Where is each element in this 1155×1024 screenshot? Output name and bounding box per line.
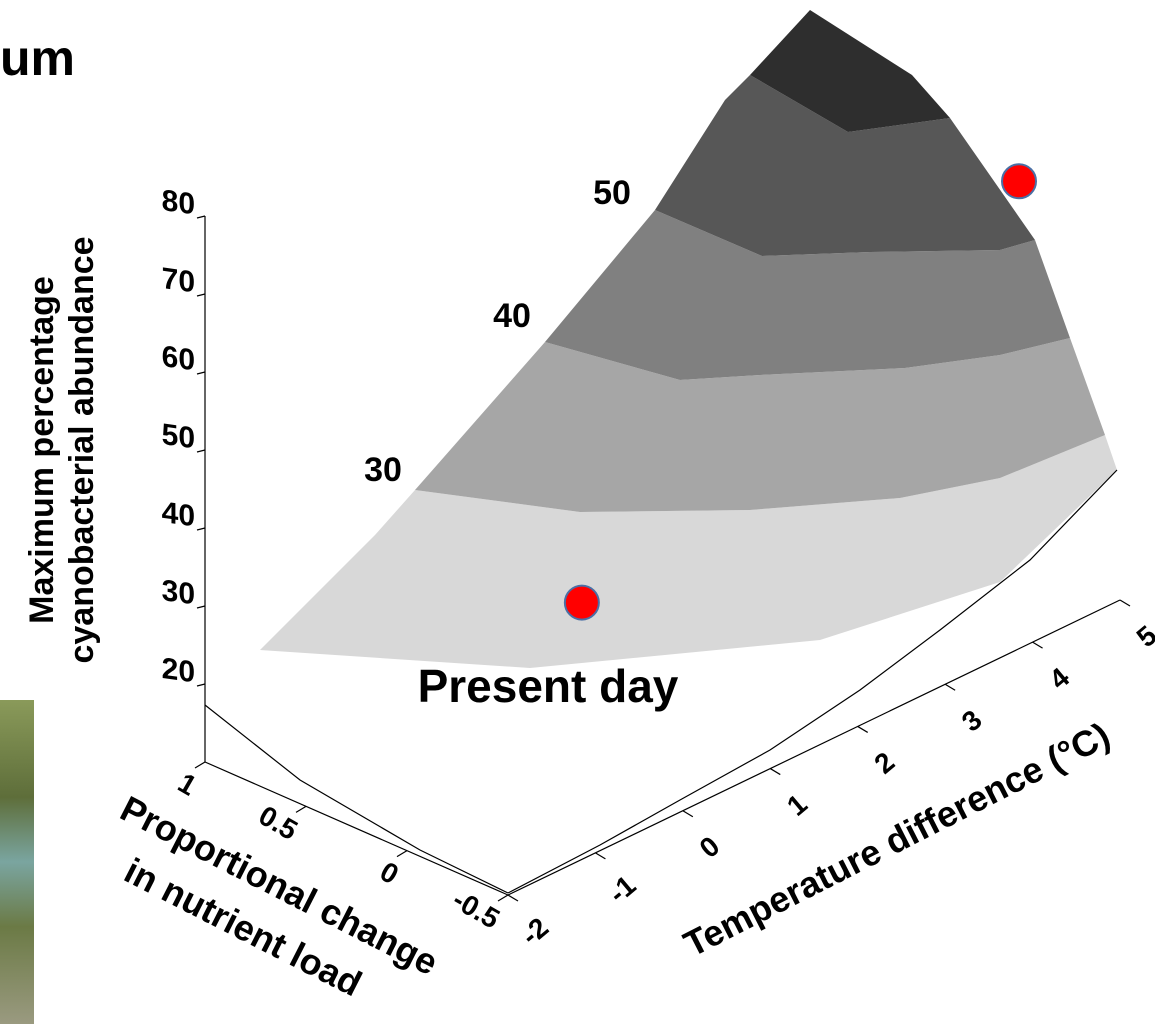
contour-label: 50 [593,174,631,212]
z-tick-label: 40 [162,496,195,534]
x-tick [857,725,869,733]
y-axis [204,761,509,896]
contour-label: 40 [493,297,531,335]
x-tick-label: -1 [603,869,642,909]
x-tick-label: -2 [515,912,554,952]
x-tick-label: 5 [1131,620,1155,654]
contour-label: 30 [364,451,402,489]
x-tick [507,894,519,902]
x-tick [1032,641,1043,649]
z-tick [196,605,206,609]
y-tick-label: 1 [173,767,202,802]
surface-band [545,210,1070,380]
x-axis-label: Temperature difference (°C) [677,714,1116,965]
x-tick [595,852,606,860]
surface-band [260,435,1117,668]
x-tick-label: 1 [781,788,813,822]
surface-edge [507,469,1118,894]
x-tick [944,683,956,691]
surface [260,10,1117,668]
z-tick-label: 70 [162,262,195,300]
surface-edge [204,704,509,894]
y-tick [396,850,408,858]
z-tick-label: 80 [162,184,195,222]
z-axis-label: cyanobacterial abundance [63,236,101,663]
x-tick-label: 3 [956,704,988,738]
y-tick [194,761,206,769]
slide-title: um [0,30,75,86]
x-tick-label: 2 [868,746,900,780]
y-tick-label: -0.5 [448,884,505,935]
y-tick-label: 0.5 [254,800,303,846]
surface-band [750,10,950,132]
z-tick [196,449,206,453]
surface-band [415,338,1105,512]
z-tick-label: 50 [162,418,195,456]
z-tick [196,683,206,687]
annotation: Present day [418,660,679,712]
y-tick [295,805,307,813]
x-tick [1119,599,1131,607]
z-tick-label: 30 [162,574,195,612]
surface-band [655,75,1035,256]
y-tick-label: 0 [375,856,404,891]
z-tick [196,527,206,531]
z-tick [196,293,206,297]
x-tick-label: 4 [1043,661,1075,695]
y-tick [497,894,509,902]
z-tick-label: 20 [162,652,195,690]
z-tick [196,371,206,375]
z-tick-label: 60 [162,340,195,378]
photo-strip [0,700,34,1024]
x-axis [507,599,1121,896]
x-tick [682,810,694,818]
x-tick-label: 0 [694,830,726,864]
z-axis-label: Maximum percentage [23,276,61,624]
scenario-point [1001,163,1037,200]
scenario-point [563,584,600,621]
x-tick [769,768,781,776]
z-tick [196,215,206,219]
